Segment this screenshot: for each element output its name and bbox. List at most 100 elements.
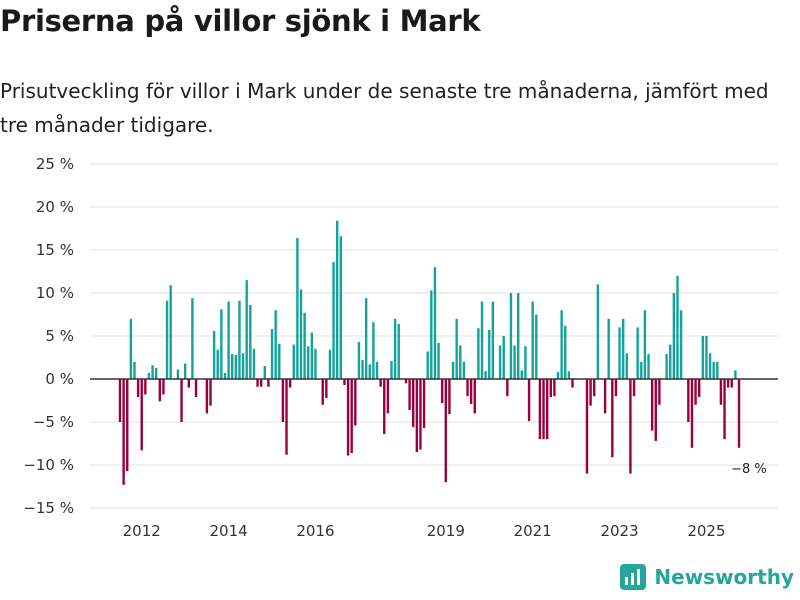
y-tick-label: 10 %	[36, 284, 74, 302]
bar	[716, 361, 719, 379]
bar	[397, 323, 400, 379]
bar	[183, 363, 187, 379]
bar	[162, 379, 165, 395]
bar	[354, 379, 357, 426]
brand-name: Newsworthy	[654, 565, 794, 589]
bar	[126, 379, 129, 472]
bar	[357, 342, 361, 379]
chart-title: Priserna på villor sjönk i Mark	[0, 4, 481, 38]
bar	[614, 379, 618, 397]
bar	[270, 329, 274, 379]
y-tick-label: 20 %	[36, 198, 74, 216]
bar	[647, 354, 650, 379]
bar	[426, 351, 429, 379]
bar	[603, 379, 607, 414]
bar	[723, 379, 726, 440]
bar	[669, 344, 672, 379]
bar	[285, 379, 288, 455]
bar	[350, 379, 353, 453]
bar	[364, 298, 368, 379]
bar	[212, 330, 216, 379]
bar	[234, 354, 238, 379]
bar	[625, 353, 628, 379]
bar	[448, 379, 451, 415]
bar	[361, 360, 364, 379]
bar	[314, 348, 317, 379]
bar	[585, 379, 589, 474]
bar	[238, 300, 241, 379]
bar	[325, 379, 328, 398]
bar	[701, 336, 705, 379]
bar	[227, 301, 230, 379]
bar	[524, 346, 527, 379]
bar	[567, 371, 571, 379]
bar	[379, 379, 382, 387]
bar	[422, 379, 426, 429]
bar	[263, 366, 266, 379]
bar	[433, 267, 437, 379]
bar	[386, 379, 390, 414]
bar	[118, 379, 122, 422]
bar	[640, 361, 643, 379]
bar	[165, 300, 169, 379]
brand-logo[interactable]: Newsworthy	[620, 564, 794, 590]
bar	[147, 372, 151, 379]
bar	[346, 379, 350, 456]
bar	[321, 379, 324, 405]
x-tick-label: 2025	[687, 522, 725, 540]
bar	[296, 237, 299, 379]
newsworthy-logo-icon	[620, 564, 647, 590]
bar	[469, 379, 473, 404]
bar	[252, 348, 256, 379]
bar	[245, 280, 248, 379]
bar	[488, 329, 491, 379]
bar	[307, 346, 310, 379]
bar	[259, 379, 263, 387]
bar	[336, 220, 339, 379]
bar	[665, 354, 668, 379]
bar	[560, 310, 563, 379]
annotation-label: −8 %	[731, 462, 767, 477]
bar	[122, 379, 125, 485]
bar	[249, 305, 252, 379]
bar	[734, 370, 737, 379]
bar	[719, 379, 723, 405]
bar	[498, 345, 502, 379]
bar	[194, 379, 198, 398]
bar	[459, 345, 462, 379]
bar	[437, 342, 440, 379]
bar	[390, 360, 393, 379]
bar	[455, 318, 458, 379]
bar	[607, 318, 610, 379]
bar	[517, 293, 520, 379]
bar	[694, 379, 697, 405]
bar	[618, 327, 621, 379]
bar	[466, 379, 469, 397]
bar	[484, 371, 487, 379]
bar	[169, 285, 172, 379]
bar	[506, 379, 509, 397]
bar	[267, 379, 270, 387]
bar	[430, 290, 433, 379]
bar	[654, 379, 657, 441]
bar	[209, 379, 212, 406]
x-tick-label: 2012	[123, 522, 161, 540]
bar	[310, 332, 314, 379]
bar	[444, 379, 447, 483]
bar	[520, 370, 524, 379]
bar	[553, 379, 556, 397]
bar	[679, 310, 683, 379]
bar	[698, 379, 701, 398]
bar	[180, 379, 183, 422]
bar	[339, 236, 343, 379]
bar	[404, 379, 408, 384]
bar	[176, 369, 180, 379]
bar	[278, 343, 281, 379]
bar	[509, 293, 513, 379]
bar	[241, 353, 245, 379]
x-tick-label: 2021	[514, 522, 552, 540]
bar	[589, 379, 592, 406]
bar	[556, 372, 560, 379]
bar	[502, 336, 505, 379]
bar	[299, 289, 303, 379]
